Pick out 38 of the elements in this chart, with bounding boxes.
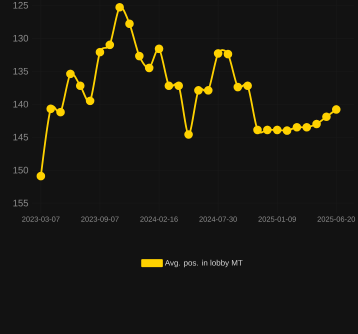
point	[302, 122, 312, 132]
point	[312, 120, 321, 128]
point	[135, 52, 144, 60]
point	[292, 122, 302, 132]
point	[243, 81, 252, 90]
y-tick-label: 155	[13, 200, 28, 206]
point	[272, 126, 282, 134]
point	[263, 126, 272, 134]
point	[322, 112, 331, 122]
point	[96, 48, 104, 56]
point	[76, 81, 85, 90]
y-tick-label: 135	[13, 68, 28, 75]
point	[125, 19, 134, 28]
point	[164, 81, 174, 90]
point	[154, 44, 164, 54]
point	[204, 86, 213, 95]
y-tick-label: 145	[13, 134, 28, 140]
point	[174, 81, 184, 90]
point	[214, 49, 222, 58]
point	[86, 96, 94, 106]
y-tick-label: 130	[13, 34, 28, 42]
point	[46, 104, 55, 114]
point	[115, 2, 124, 12]
point	[144, 64, 154, 72]
y-tick-label: 150	[13, 166, 28, 174]
point	[224, 50, 232, 58]
point	[56, 108, 65, 116]
point	[253, 126, 262, 134]
point	[282, 126, 292, 135]
point	[66, 70, 75, 78]
point	[36, 172, 46, 180]
point	[194, 86, 203, 95]
point	[234, 82, 242, 92]
y-tick-label: 125	[13, 2, 28, 9]
point	[106, 40, 114, 50]
point	[184, 130, 193, 139]
point	[332, 105, 341, 114]
y-tick-label: 140	[13, 100, 28, 108]
